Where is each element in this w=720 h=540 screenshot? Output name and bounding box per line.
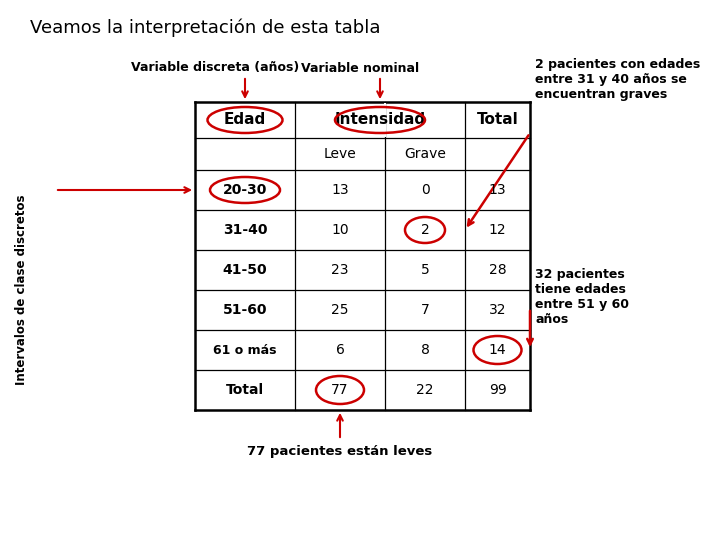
- Text: Leve: Leve: [323, 147, 356, 161]
- Text: Intensidad: Intensidad: [334, 112, 426, 127]
- Text: Grave: Grave: [404, 147, 446, 161]
- Text: 0: 0: [420, 183, 429, 197]
- Text: 10: 10: [331, 223, 348, 237]
- Text: Variable discreta (años): Variable discreta (años): [131, 62, 299, 75]
- Text: 41-50: 41-50: [222, 263, 267, 277]
- Text: 61 o más: 61 o más: [213, 343, 276, 356]
- Text: 7: 7: [420, 303, 429, 317]
- Text: 14: 14: [489, 343, 506, 357]
- Text: Variable nominal: Variable nominal: [301, 62, 419, 75]
- Text: 23: 23: [331, 263, 348, 277]
- Text: 6: 6: [336, 343, 344, 357]
- Text: 28: 28: [489, 263, 506, 277]
- Text: Total: Total: [226, 383, 264, 397]
- Text: 77: 77: [331, 383, 348, 397]
- Text: 8: 8: [420, 343, 429, 357]
- Text: 51-60: 51-60: [222, 303, 267, 317]
- Text: 32 pacientes
tiene edades
entre 51 y 60
años: 32 pacientes tiene edades entre 51 y 60 …: [535, 268, 629, 326]
- Text: 13: 13: [331, 183, 348, 197]
- Text: 12: 12: [489, 223, 506, 237]
- Bar: [384, 103, 386, 137]
- Text: 99: 99: [489, 383, 506, 397]
- Text: 2 pacientes con edades
entre 31 y 40 años se
encuentran graves: 2 pacientes con edades entre 31 y 40 año…: [535, 58, 701, 101]
- Text: 13: 13: [489, 183, 506, 197]
- Text: 32: 32: [489, 303, 506, 317]
- Text: Intervalos de clase discretos: Intervalos de clase discretos: [16, 195, 29, 385]
- Text: Edad: Edad: [224, 112, 266, 127]
- Text: 31-40: 31-40: [222, 223, 267, 237]
- Text: Veamos la interpretación de esta tabla: Veamos la interpretación de esta tabla: [30, 19, 380, 37]
- Text: Total: Total: [477, 112, 518, 127]
- Text: 77 pacientes están leves: 77 pacientes están leves: [248, 445, 433, 458]
- Bar: [195, 102, 530, 410]
- Text: 20-30: 20-30: [222, 183, 267, 197]
- Text: 22: 22: [416, 383, 433, 397]
- Text: 2: 2: [420, 223, 429, 237]
- Text: 5: 5: [420, 263, 429, 277]
- Text: 25: 25: [331, 303, 348, 317]
